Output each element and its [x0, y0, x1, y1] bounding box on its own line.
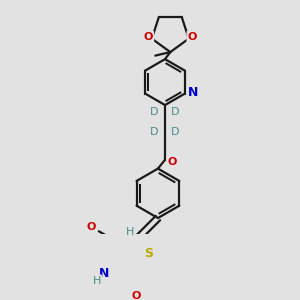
Text: O: O [188, 32, 197, 42]
Text: H: H [125, 227, 134, 237]
Text: N: N [188, 86, 198, 99]
Text: H: H [93, 276, 101, 286]
Text: S: S [144, 247, 153, 260]
Text: D: D [171, 107, 180, 117]
Text: D: D [150, 107, 159, 117]
Text: O: O [167, 158, 177, 167]
Text: D: D [171, 127, 180, 136]
Text: O: O [131, 291, 141, 300]
Text: O: O [86, 222, 95, 232]
Text: N: N [99, 267, 109, 280]
Text: D: D [150, 127, 159, 136]
Text: O: O [144, 32, 153, 42]
